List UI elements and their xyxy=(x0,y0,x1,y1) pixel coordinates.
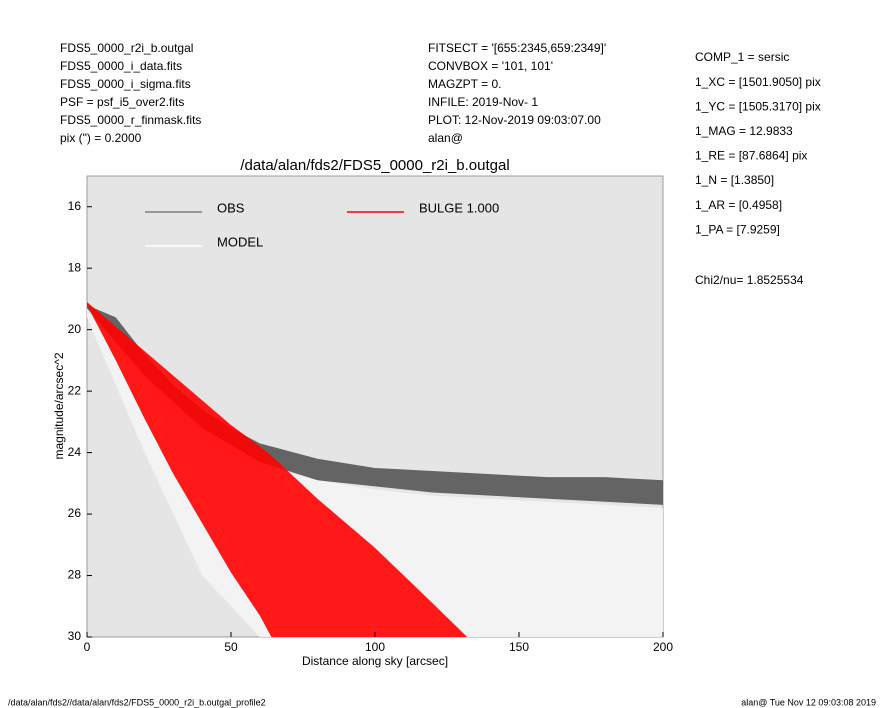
fit-parameter: 1_YC = [1505.3170] pix xyxy=(695,99,821,113)
y-tick-label: 18 xyxy=(68,260,82,274)
fit-parameter: 1_RE = [87.6864] pix xyxy=(695,149,807,163)
y-tick-label: 26 xyxy=(68,506,82,520)
header-center: PLOT: 12-Nov-2019 09:03:07.00 xyxy=(428,113,601,127)
data-band xyxy=(87,302,468,637)
legend-label: BULGE 1.000 xyxy=(419,200,499,215)
x-axis-label: Distance along sky [arcsec] xyxy=(302,654,448,668)
legend-label: MODEL xyxy=(217,234,263,249)
header-left: pix (") = 0.2000 xyxy=(60,131,142,145)
footer-left: /data/alan/fds2//data/alan/fds2/FDS5_000… xyxy=(8,697,266,707)
header-center: CONVBOX = '101, 101' xyxy=(428,59,553,73)
footer-right: alan@ Tue Nov 12 09:03:08 2019 xyxy=(741,697,876,707)
header-center: MAGZPT = 0. xyxy=(428,77,501,91)
fit-parameter: 1_MAG = 12.9833 xyxy=(695,124,793,138)
fit-parameter: COMP_1 = sersic xyxy=(695,50,789,64)
y-tick-label: 22 xyxy=(68,383,82,397)
fit-parameter: 1_PA = [7.9259] xyxy=(695,222,780,236)
header-left: FDS5_0000_i_data.fits xyxy=(60,59,182,73)
header-left: FDS5_0000_r_finmask.fits xyxy=(60,113,201,127)
chart-title: /data/alan/fds2/FDS5_0000_r2i_b.outgal xyxy=(240,157,509,174)
fit-parameter: 1_N = [1.3850] xyxy=(695,173,774,187)
header-center: INFILE: 2019-Nov- 1 xyxy=(428,95,538,109)
fit-parameter: 1_XC = [1501.9050] pix xyxy=(695,75,821,89)
plot-layer xyxy=(87,302,663,637)
y-tick-label: 30 xyxy=(68,629,82,643)
x-tick-label: 0 xyxy=(84,640,91,654)
header-left: PSF = psf_i5_over2.fits xyxy=(60,95,184,109)
header-left: FDS5_0000_r2i_b.outgal xyxy=(60,41,193,55)
x-tick-label: 100 xyxy=(365,640,385,654)
header-left: FDS5_0000_i_sigma.fits xyxy=(60,77,191,91)
y-tick-label: 24 xyxy=(68,445,82,459)
chi2: Chi2/nu= 1.8525534 xyxy=(695,273,804,287)
y-axis-label: magnitude/arcsec^2 xyxy=(52,352,66,459)
y-tick-label: 28 xyxy=(68,568,82,582)
x-tick-label: 150 xyxy=(509,640,529,654)
y-tick-label: 16 xyxy=(68,199,82,213)
fit-parameter: 1_AR = [0.4958] xyxy=(695,198,782,212)
data-band xyxy=(87,305,663,505)
x-tick-label: 50 xyxy=(224,640,238,654)
header-center: FITSECT = '[655:2345,659:2349]' xyxy=(428,41,606,55)
header-center: alan@ xyxy=(428,131,463,145)
y-tick-label: 20 xyxy=(68,322,82,336)
x-tick-label: 200 xyxy=(653,640,673,654)
legend-label: OBS xyxy=(217,200,245,215)
